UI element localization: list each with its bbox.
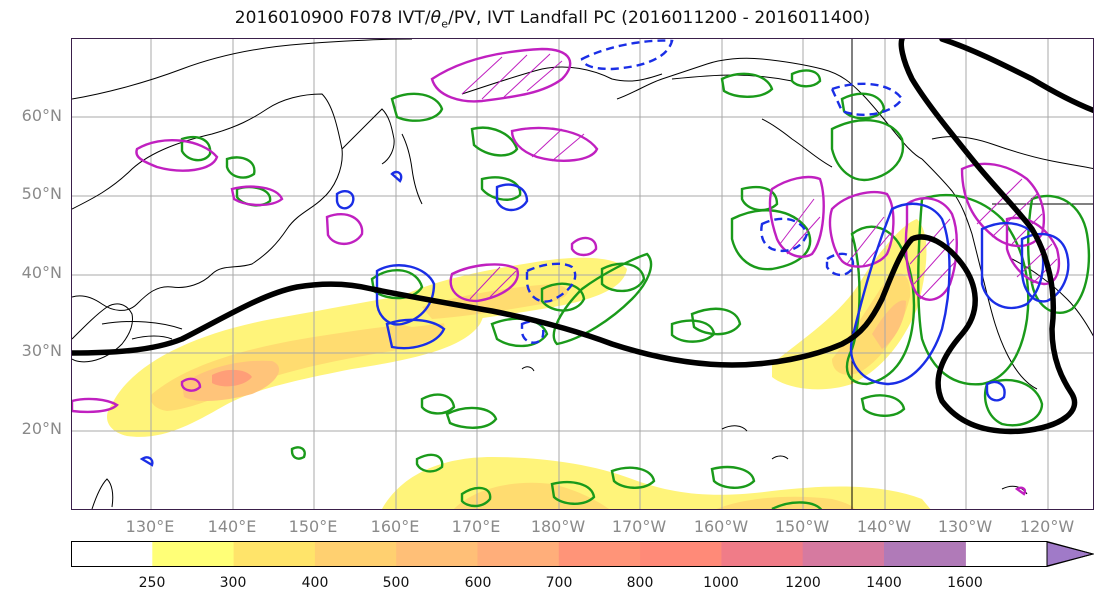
colorbar-segment: [721, 542, 804, 566]
lon-label-170e: 170°E: [451, 517, 501, 536]
title-theta-symbol: θ: [430, 8, 442, 28]
lon-label-160e: 160°E: [370, 517, 420, 536]
colorbar-segment: [396, 542, 479, 566]
lat-label-60n: 60°N: [21, 106, 62, 125]
theta-e-contours: [180, 69, 1091, 509]
colorbar-graphic: [71, 541, 1095, 567]
colorbar-segment: [314, 542, 397, 566]
colorbar-tick-1200: 1200: [785, 575, 821, 591]
colorbar-tick-1600: 1600: [947, 575, 983, 591]
lon-label-150w: 150°W: [774, 517, 830, 536]
lat-label-30n: 30°N: [21, 341, 62, 360]
lat-label-20n: 20°N: [21, 419, 62, 438]
colorbar-segment: [152, 542, 235, 566]
map-canvas: [72, 39, 1093, 509]
colorbar-segment: [477, 542, 560, 566]
colorbar-tick-300: 300: [219, 575, 247, 591]
ivt-colorbar: [71, 541, 1095, 567]
lon-label-140e: 140°E: [207, 517, 257, 536]
colorbar-tick-1400: 1400: [866, 575, 902, 591]
title-prefix: 2016010900 F078 IVT/: [234, 8, 431, 28]
colorbar-tick-1000: 1000: [703, 575, 739, 591]
lon-label-130w: 130°W: [937, 517, 993, 536]
lon-label-160w: 160°W: [693, 517, 749, 536]
lon-label-140w: 140°W: [856, 517, 912, 536]
map-title: 2016010900 F078 IVT/θe/PV, IVT Landfall …: [0, 8, 1105, 30]
colorbar-tick-500: 500: [382, 575, 410, 591]
colorbar-segment: [233, 542, 316, 566]
title-theta-subscript: e: [441, 17, 449, 31]
lat-label-50n: 50°N: [21, 184, 62, 203]
colorbar-segment: [802, 542, 885, 566]
ivt-shading: [107, 219, 931, 509]
ivt-landfall-pc-contour: [72, 39, 1093, 435]
lon-label-130e: 130°E: [125, 517, 175, 536]
lon-label-150e: 150°E: [288, 517, 338, 536]
colorbar-extend-arrow: [1046, 541, 1095, 567]
pv-negative-contours: [139, 39, 1070, 467]
lat-label-40n: 40°N: [21, 263, 62, 282]
colorbar-tick-800: 800: [626, 575, 654, 591]
colorbar-segment: [884, 542, 966, 566]
graticule: [72, 39, 1093, 509]
colorbar-tick-600: 600: [464, 575, 492, 591]
lon-label-180w: 180°W: [530, 517, 586, 536]
colorbar-tick-700: 700: [545, 575, 573, 591]
colorbar-segment: [640, 542, 722, 566]
lon-label-120w: 120°W: [1019, 517, 1075, 536]
colorbar-segments: [71, 542, 966, 566]
lon-label-170w: 170°W: [611, 517, 667, 536]
colorbar-outline: [71, 541, 1095, 567]
colorbar-tick-400: 400: [301, 575, 329, 591]
colorbar-segment: [71, 542, 153, 566]
colorbar-tick-250: 250: [138, 575, 166, 591]
map-panel: [71, 38, 1094, 510]
colorbar-segment: [558, 542, 641, 566]
title-suffix: /PV, IVT Landfall PC (2016011200 - 20160…: [448, 8, 871, 28]
